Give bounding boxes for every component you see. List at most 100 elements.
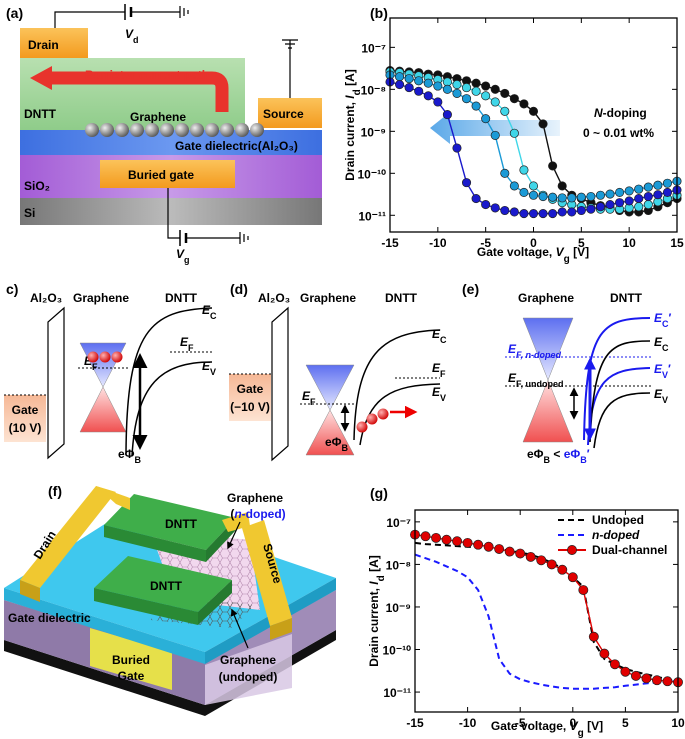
marker (462, 537, 473, 548)
graphene-undoped-label: (undoped) (219, 670, 278, 684)
panel-label: (d) (230, 281, 248, 297)
al2o3-label: Al₂O₃ (30, 291, 62, 305)
dntt-top (104, 494, 236, 550)
marker (615, 198, 625, 208)
gate-box (4, 395, 46, 442)
axis-label: Gate voltage, Vg [V] (491, 719, 603, 739)
marker (576, 205, 586, 216)
marker (588, 631, 599, 642)
graphene-label: Graphene (300, 291, 356, 305)
doping-arrow (430, 112, 560, 144)
marker (557, 193, 567, 203)
drain-top (20, 486, 116, 588)
marker (548, 192, 558, 202)
label-part: Drain current, (343, 99, 357, 181)
dntt-label: DNTT (165, 517, 198, 531)
t: B (135, 455, 142, 465)
drain-arm (96, 486, 130, 510)
source-arm (222, 512, 250, 532)
label-part: I (367, 581, 381, 585)
t: eΦ (564, 447, 581, 461)
marker (395, 79, 405, 90)
dntt-top (94, 556, 232, 612)
marker (481, 91, 491, 101)
marker (461, 94, 472, 104)
ec-band (353, 329, 441, 441)
barrier (47, 306, 65, 460)
marker (452, 79, 462, 90)
si-label: Si (24, 206, 35, 220)
t: E (654, 387, 663, 401)
cone-lower (79, 386, 127, 433)
atom (115, 123, 129, 137)
series-line (415, 553, 678, 690)
y-tick-label: 10⁻⁸ (386, 558, 411, 572)
t: -doping (603, 106, 647, 120)
marker (433, 97, 443, 107)
marker (515, 548, 526, 559)
dielectric-label: Gate dielectric (8, 611, 91, 625)
marker (557, 207, 567, 217)
label-part: d (352, 89, 363, 95)
buried-gate-label: Buried (112, 653, 150, 667)
marker (433, 81, 443, 91)
axis-label: Drain current, Id [A] (367, 555, 387, 666)
legend-marker (567, 545, 577, 555)
t: n (234, 507, 241, 521)
buried-gate (90, 628, 172, 690)
label-part: Drain current, (367, 585, 381, 667)
gate-label: Gate (237, 382, 264, 396)
sio2-label: SiO₂ (24, 179, 50, 193)
x-tick-label: -5 (480, 236, 491, 250)
plot-frame (414, 509, 679, 713)
panel-label: (e) (462, 281, 479, 297)
marker (624, 196, 634, 206)
dntt-front (94, 588, 198, 625)
t: C (440, 335, 447, 345)
t: C (662, 319, 669, 329)
plot-frame (389, 17, 678, 233)
marker (473, 539, 484, 550)
ef-label: EF (302, 389, 316, 407)
marker (634, 202, 644, 212)
t: E (432, 361, 441, 375)
marker (519, 209, 529, 219)
marker (662, 676, 673, 687)
marker (595, 202, 606, 212)
ev-label: EV (202, 359, 216, 377)
t: V (176, 247, 185, 261)
graphene-label: Graphene (130, 110, 186, 124)
y-tick-label: 10⁻⁹ (386, 601, 411, 615)
x-tick-label: -15 (406, 716, 424, 730)
panel-a: (a) Vd Drain Barristor current path DNTT… (6, 4, 322, 265)
label-part: g (564, 254, 570, 265)
buried-gate (100, 160, 235, 188)
y-tick-label: 10⁻⁸ (361, 83, 386, 97)
t: E (180, 335, 189, 349)
marker (634, 184, 644, 194)
marker (441, 534, 452, 545)
atom (145, 123, 159, 137)
marker (643, 200, 653, 210)
ef-undoped-label: EF, undoped (508, 371, 564, 389)
marker (538, 191, 548, 202)
marker (548, 161, 558, 171)
al2o3-label: Al₂O₃ (258, 291, 290, 305)
marker (630, 670, 641, 681)
marker (586, 191, 596, 202)
marker (567, 207, 577, 217)
atom (175, 123, 189, 137)
gate-voltage: (−10 V) (230, 400, 270, 414)
drain-label: Drain (28, 38, 59, 52)
t: F (440, 369, 446, 379)
marker (483, 541, 494, 552)
x-tick-label: 0 (530, 236, 537, 250)
marker (504, 546, 515, 557)
x-tick-label: 10 (671, 716, 685, 730)
dntt-side (198, 580, 232, 625)
ev-prime-label: EV′ (654, 362, 671, 380)
marker (557, 564, 568, 575)
annotation: 0 ~ 0.01 wt% (583, 126, 654, 140)
axis-label: Gate voltage, Vg [V] (477, 245, 589, 265)
y-tick-label: 10⁻⁷ (386, 516, 411, 530)
